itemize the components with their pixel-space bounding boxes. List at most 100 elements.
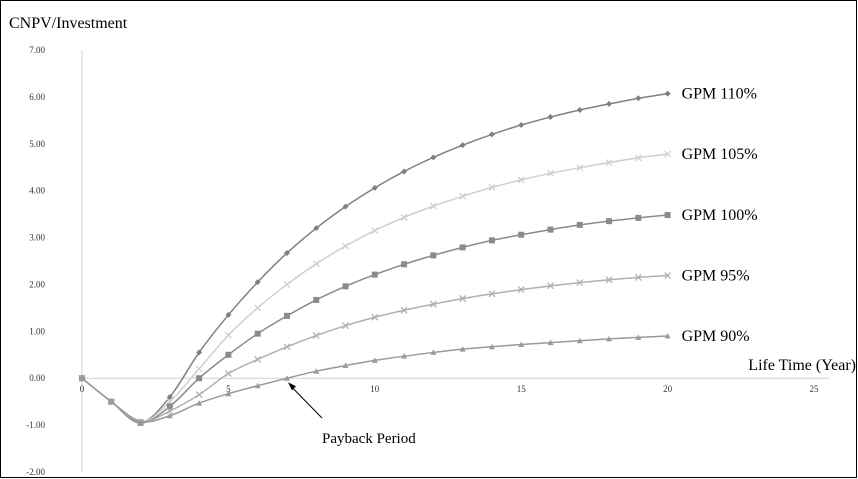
annotation-arrow-line	[290, 385, 323, 419]
x-tick-label: 0	[80, 384, 85, 394]
data-point	[518, 122, 525, 129]
data-point	[547, 282, 554, 290]
data-point	[664, 212, 671, 219]
y-axis-title: CNPV/Investment	[9, 15, 128, 32]
y-tick-label: 0.00	[29, 373, 45, 383]
data-point	[196, 375, 203, 382]
data-point	[606, 218, 613, 225]
data-point	[137, 418, 144, 424]
y-tick-label: 6.00	[29, 92, 45, 102]
data-point	[401, 168, 408, 175]
data-point	[547, 339, 554, 346]
data-point	[605, 159, 613, 166]
data-point	[283, 343, 291, 351]
data-point	[605, 276, 613, 284]
y-tick-label: 1.00	[29, 326, 45, 336]
data-point	[166, 412, 173, 419]
data-point	[459, 295, 467, 302]
data-point	[517, 176, 525, 184]
data-point	[576, 221, 583, 228]
data-point	[342, 203, 349, 210]
data-point	[606, 335, 613, 342]
annotation-arrow-head	[287, 382, 296, 391]
data-point	[547, 169, 554, 177]
data-point	[371, 313, 379, 321]
data-point	[576, 164, 584, 172]
data-point	[430, 154, 437, 161]
data-point	[313, 296, 320, 303]
data-point	[400, 213, 408, 221]
data-point	[606, 100, 613, 107]
data-point	[400, 306, 408, 314]
data-point	[312, 260, 320, 268]
y-tick-label: 3.00	[29, 233, 45, 243]
data-point	[576, 279, 584, 287]
data-point	[342, 283, 349, 290]
data-point	[635, 334, 642, 340]
y-tick-label: 4.00	[29, 186, 45, 196]
data-point	[576, 337, 583, 344]
data-point	[196, 349, 203, 356]
y-tick-label: 7.00	[29, 45, 45, 55]
data-point	[576, 107, 583, 114]
series-label: GPM 100%	[682, 207, 758, 224]
data-point	[488, 131, 495, 138]
data-point	[166, 403, 173, 410]
data-point	[254, 304, 262, 312]
x-axis-title: Life Time (Year)	[748, 357, 856, 374]
data-point	[225, 351, 232, 358]
data-point	[488, 290, 496, 298]
data-point	[312, 332, 320, 340]
data-point	[254, 330, 261, 337]
data-point	[664, 272, 672, 279]
x-tick-label: 25	[810, 384, 820, 394]
data-point	[283, 312, 290, 319]
data-point	[224, 331, 232, 339]
data-point	[488, 237, 495, 244]
data-point	[664, 333, 671, 339]
data-point	[196, 400, 203, 406]
data-point	[225, 390, 232, 397]
annotation-payback-period: Payback Period	[322, 431, 416, 447]
data-point	[634, 154, 642, 162]
data-point	[459, 244, 466, 251]
series-label: GPM 90%	[682, 328, 750, 345]
data-point	[254, 382, 261, 389]
series-line	[81, 92, 668, 424]
data-point	[634, 273, 642, 281]
data-point	[342, 362, 349, 369]
y-tick-label: 5.00	[29, 139, 45, 149]
data-point	[459, 142, 466, 149]
data-point	[371, 271, 378, 278]
data-point	[429, 300, 437, 308]
data-point	[108, 398, 115, 405]
series-label: GPM 110%	[682, 86, 757, 103]
series-label: GPM 105%	[682, 146, 758, 163]
data-point	[517, 286, 525, 294]
data-point	[459, 192, 467, 200]
data-point	[488, 343, 495, 350]
y-tick-label: -1.00	[26, 420, 45, 430]
data-point	[430, 349, 437, 355]
x-tick-label: 5	[226, 384, 231, 394]
data-point	[547, 114, 554, 121]
data-point	[283, 280, 291, 288]
series-line	[81, 153, 668, 424]
data-point	[166, 407, 174, 415]
series-line	[81, 274, 668, 423]
data-point	[488, 183, 496, 191]
data-point	[313, 225, 320, 232]
data-point	[254, 356, 262, 363]
data-point	[664, 150, 672, 158]
data-point	[342, 322, 349, 330]
x-tick-label: 20	[663, 384, 673, 394]
data-point	[225, 311, 232, 318]
data-point	[283, 250, 290, 257]
data-point	[371, 357, 378, 363]
y-tick-label: 2.00	[29, 279, 45, 289]
data-point	[79, 375, 85, 381]
data-point	[635, 95, 642, 102]
x-tick-label: 15	[517, 384, 527, 394]
